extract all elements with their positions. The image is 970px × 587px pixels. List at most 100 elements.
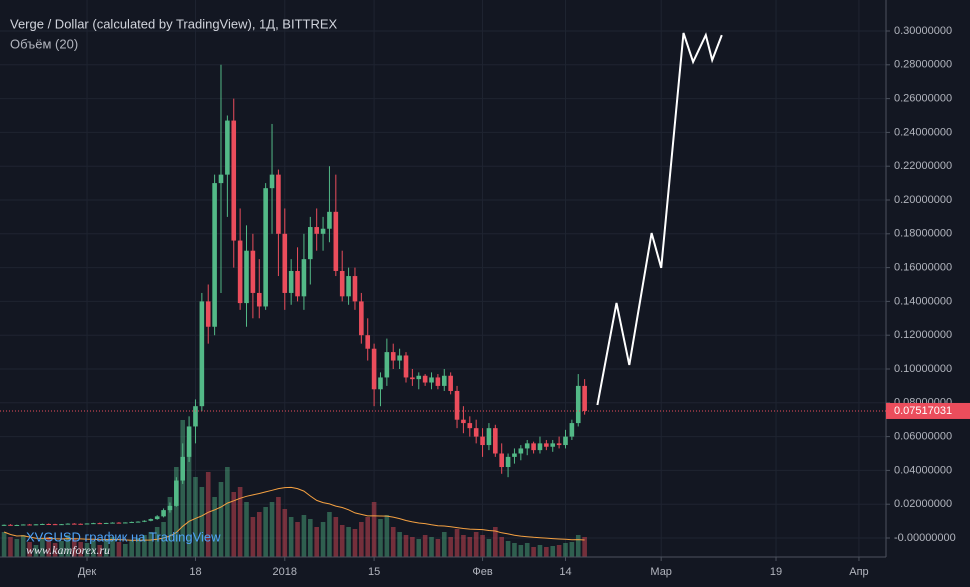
watermark-site: www.kamforex.ru <box>26 543 110 557</box>
y-tick-label: -0.00000000 <box>894 532 956 544</box>
volume-bar <box>441 532 447 557</box>
x-tick-label: Дек <box>78 566 97 578</box>
volume-bar <box>122 544 128 557</box>
candle-body <box>205 301 211 327</box>
volume-bar <box>282 509 288 557</box>
volume-bar <box>486 539 492 557</box>
volume-bar <box>71 539 77 557</box>
volume-bar <box>225 467 230 557</box>
candle-body <box>91 523 96 525</box>
volume-bar <box>390 527 396 557</box>
x-tick-label: 19 <box>770 566 782 578</box>
volume-bar <box>435 539 441 557</box>
candle-body <box>142 520 147 522</box>
candle-body <box>135 521 141 523</box>
volume-bar <box>199 487 205 557</box>
volume-bar <box>97 545 103 557</box>
y-tick-label: 0.30000000 <box>894 25 952 37</box>
y-tick-label: 0.22000000 <box>894 160 952 172</box>
volume-bar <box>359 522 364 557</box>
candle-body <box>225 120 230 175</box>
candle-body <box>231 120 237 241</box>
volume-bar <box>448 537 453 557</box>
volume-bar <box>333 517 339 557</box>
candle-body <box>1 524 7 526</box>
volume-bar <box>320 522 326 557</box>
candle-body <box>473 428 479 437</box>
volume-bar <box>327 512 332 557</box>
volume-bar <box>384 515 390 557</box>
candle-body <box>199 301 205 407</box>
volume-bar <box>512 543 517 557</box>
candle-body <box>8 524 13 526</box>
volume-bar <box>544 547 549 557</box>
volume-bar <box>27 542 32 557</box>
candle-body <box>499 453 504 468</box>
volume-bar <box>422 535 428 557</box>
x-tick-label: Мар <box>650 566 672 578</box>
candle-body <box>180 456 186 481</box>
volume-bar <box>135 538 141 557</box>
candle-body <box>301 259 307 297</box>
candle-body <box>365 335 371 349</box>
candle-body <box>97 523 103 525</box>
volume-bar <box>116 542 122 557</box>
volume-bar <box>78 542 83 557</box>
candle-body <box>378 377 383 390</box>
candle-body <box>256 292 262 307</box>
chart-title: Verge / Dollar (calculated by TradingVie… <box>10 16 338 31</box>
candle-body <box>116 522 122 524</box>
candle-body <box>371 348 377 390</box>
candle-body <box>327 211 332 229</box>
volume-bar <box>84 543 90 557</box>
candle-body <box>193 406 198 427</box>
y-tick-label: 0.02000000 <box>894 498 952 510</box>
volume-bar <box>556 545 562 557</box>
candle-body <box>276 174 281 234</box>
candle-body <box>218 174 224 184</box>
volume-bar <box>14 539 20 557</box>
volume-bar <box>110 537 115 557</box>
volume-bar <box>378 519 383 557</box>
candle-body <box>46 523 52 525</box>
volume-bar <box>33 545 39 557</box>
candle-body <box>346 276 351 297</box>
candle-body <box>480 436 485 446</box>
volume-bar <box>212 497 217 557</box>
y-tick-label: 0.28000000 <box>894 59 952 71</box>
x-tick-label: 15 <box>368 566 380 578</box>
candle-body <box>493 428 498 454</box>
x-tick-label: Апр <box>849 566 868 578</box>
volume-bar <box>480 535 485 557</box>
y-tick-label: 0.12000000 <box>894 329 952 341</box>
volume-bar <box>371 502 377 557</box>
volume-bar <box>518 545 524 557</box>
volume-bar <box>569 542 575 557</box>
volume-bar <box>563 543 568 557</box>
candle-body <box>52 524 58 526</box>
candle-body <box>320 228 326 234</box>
candle-body <box>167 505 173 511</box>
candle-body <box>33 524 39 526</box>
y-tick-label: 0.06000000 <box>894 431 952 443</box>
volume-bar <box>288 517 294 557</box>
volume-bar <box>467 537 473 557</box>
x-tick-label: Фев <box>472 566 492 578</box>
volume-bar <box>505 541 511 557</box>
x-tick-label: 18 <box>189 566 201 578</box>
candle-body <box>384 352 390 378</box>
candle-body <box>288 270 294 293</box>
candle-body <box>174 480 179 506</box>
candles <box>1 64 587 526</box>
candle-body <box>103 522 109 524</box>
volume-bar <box>499 537 504 557</box>
volume-bar <box>103 539 109 557</box>
candle-body <box>110 522 115 524</box>
volume-bar <box>263 507 268 557</box>
candle-body <box>467 423 473 429</box>
volume-bar <box>142 535 147 557</box>
volume-bar <box>295 522 300 557</box>
last-price-box <box>886 402 970 419</box>
volume-bar <box>59 541 64 557</box>
volume-bar <box>40 539 45 557</box>
